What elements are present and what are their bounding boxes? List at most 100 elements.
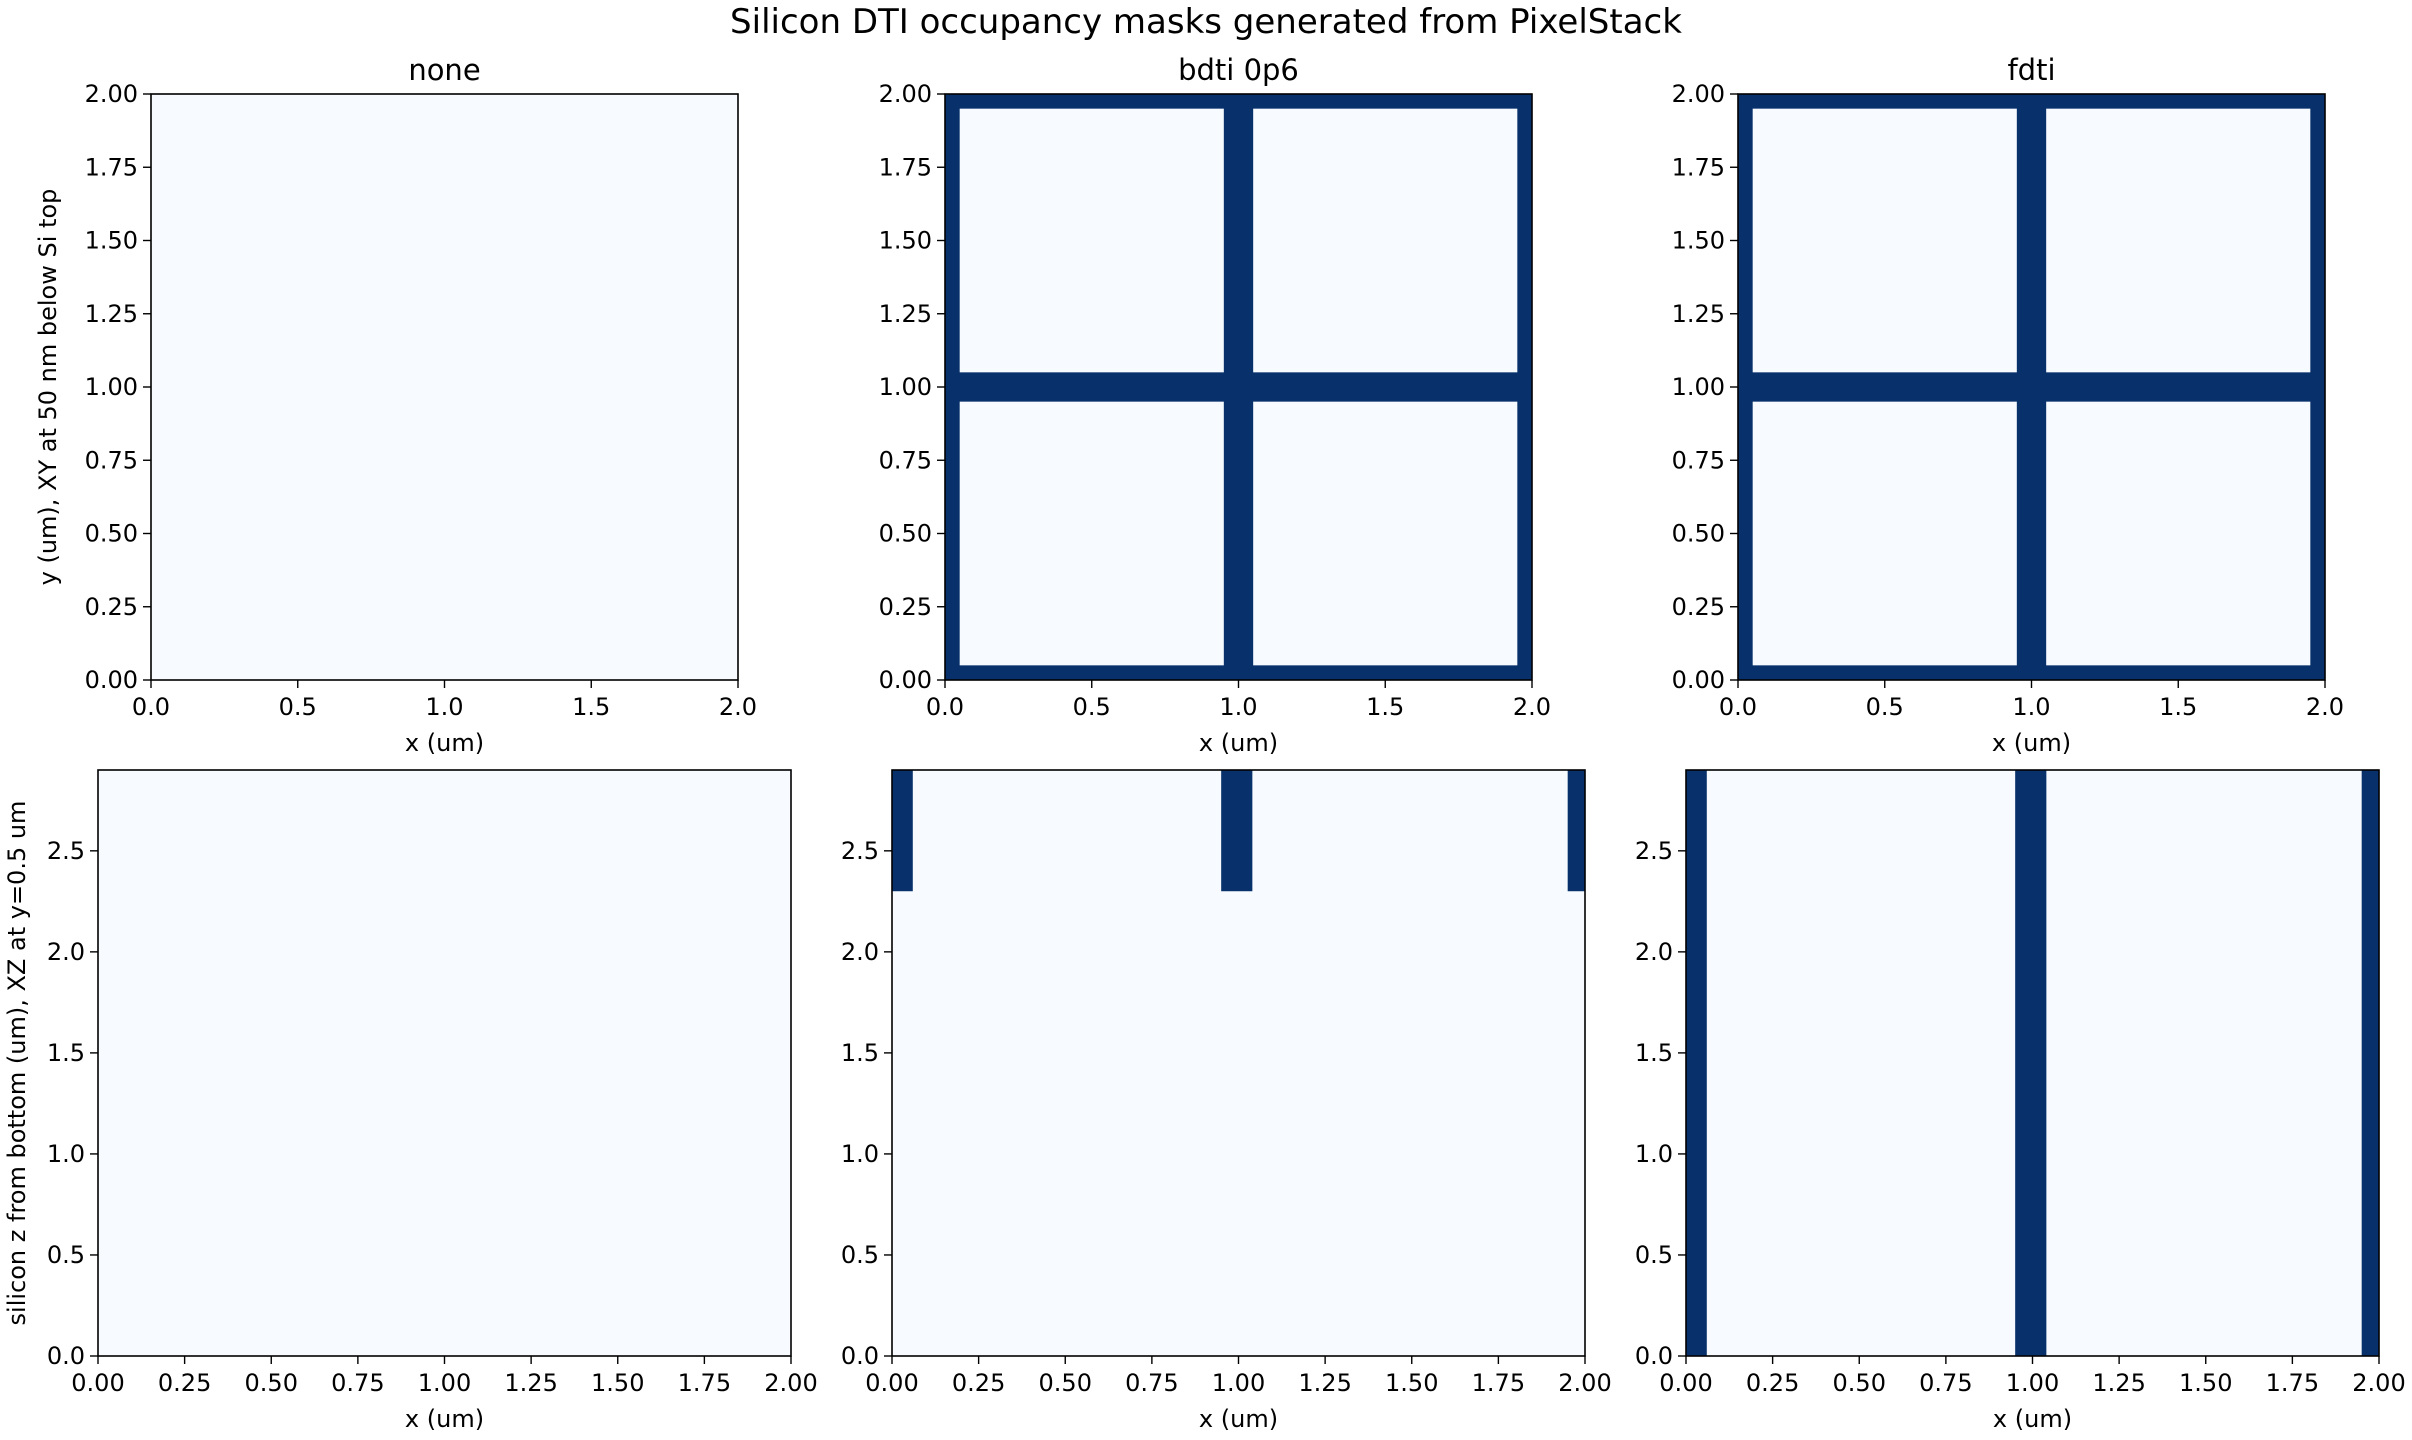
dti-region (945, 665, 1532, 680)
panel-2: 0.0 0.5 1.0 1.5 2.0 0.00 0.25 0.50 0.75 1.00 1.25 1… (879, 53, 1552, 757)
panel-title: bdti 0p6 (1178, 53, 1299, 87)
y-tick-label: 1.75 (879, 153, 932, 181)
y-tick-label: 2.0 (841, 938, 879, 966)
panel-3: 0.0 0.5 1.0 1.5 2.0 0.00 0.25 0.50 0.75 1.00 1.25 1… (1672, 53, 2345, 757)
x-tick-label: 0.75 (1125, 1369, 1178, 1397)
y-tick-label: 0.5 (1635, 1241, 1673, 1269)
y-tick-label: 1.0 (841, 1140, 879, 1168)
figure-title: Silicon DTI occupancy masks generated fr… (730, 2, 1682, 42)
dti-region (945, 372, 1532, 402)
dti-region (1738, 665, 2325, 680)
dti-region (1686, 770, 1707, 1356)
y-tick-label: 1.50 (879, 227, 932, 255)
y-tick-label: 1.25 (85, 300, 138, 328)
y-tick-label: 0.00 (879, 666, 932, 694)
y-tick-label: 1.5 (1635, 1039, 1673, 1067)
x-tick-label: 0.75 (1919, 1369, 1972, 1397)
y-tick-label: 0.0 (1635, 1342, 1673, 1370)
x-tick-label: 0.5 (1866, 693, 1904, 721)
y-tick-label: 0.5 (841, 1241, 879, 1269)
y-tick-label: 1.00 (879, 373, 932, 401)
y-tick-label: 0.25 (85, 593, 138, 621)
x-tick-label: 2.0 (1513, 693, 1551, 721)
y-tick-label: 0.25 (879, 593, 932, 621)
x-tick-label: 1.5 (1366, 693, 1404, 721)
y-tick-label: 1.5 (47, 1039, 85, 1067)
y-tick-label: 1.0 (1635, 1140, 1673, 1168)
y-tick-label: 0.00 (1672, 666, 1725, 694)
x-tick-label: 1.00 (1212, 1369, 1265, 1397)
x-tick-label: 0.25 (158, 1369, 211, 1397)
x-tick-label: 1.0 (425, 693, 463, 721)
x-tick-label: 1.0 (2012, 693, 2050, 721)
y-tick-label: 0.0 (841, 1342, 879, 1370)
x-tick-label: 2.00 (764, 1369, 817, 1397)
x-tick-label: 1.50 (1385, 1369, 1438, 1397)
x-axis-label: x (um) (405, 1405, 484, 1433)
panel-title: fdti (2007, 53, 2055, 87)
panel-4: 0.00 0.25 0.50 0.75 1.00 1.25 1.50 1.75 2.00 0.0 0… (3, 769, 818, 1433)
y-tick-label: 2.00 (85, 80, 138, 108)
x-tick-label: 1.00 (2006, 1369, 2059, 1397)
y-tick-label: 0.25 (1672, 593, 1725, 621)
y-axis-label: y (um), XY at 50 nm below Si top (34, 189, 62, 586)
x-tick-label: 0.5 (279, 693, 317, 721)
x-tick-label: 2.0 (719, 693, 757, 721)
x-tick-label: 0.50 (1039, 1369, 1092, 1397)
y-tick-label: 1.25 (879, 300, 932, 328)
x-tick-label: 0.00 (1659, 1369, 1712, 1397)
dti-region (945, 94, 1532, 109)
y-tick-label: 0.75 (85, 446, 138, 474)
x-tick-label: 1.75 (678, 1369, 731, 1397)
y-tick-label: 0.00 (85, 666, 138, 694)
x-tick-label: 1.5 (572, 693, 610, 721)
x-tick-label: 0.25 (1746, 1369, 1799, 1397)
x-axis-label: x (um) (405, 729, 484, 757)
y-tick-label: 0.5 (47, 1241, 85, 1269)
panel-6: 0.00 0.25 0.50 0.75 1.00 1.25 1.50 1.75 2.00 0.0 0… (1635, 769, 2406, 1433)
x-tick-label: 1.25 (2092, 1369, 2145, 1397)
plot-area (151, 94, 738, 680)
y-tick-label: 0.50 (85, 520, 138, 548)
y-tick-label: 2.0 (1635, 938, 1673, 966)
y-tick-label: 1.5 (841, 1039, 879, 1067)
y-tick-label: 2.5 (1635, 837, 1673, 865)
x-tick-label: 0.50 (245, 1369, 298, 1397)
y-tick-label: 2.5 (47, 837, 85, 865)
x-tick-label: 0.0 (926, 693, 964, 721)
dti-region (892, 770, 913, 892)
y-tick-label: 2.0 (47, 938, 85, 966)
x-tick-label: 1.0 (1219, 693, 1257, 721)
x-tick-label: 2.00 (1558, 1369, 1611, 1397)
dti-region (2361, 770, 2379, 1356)
x-axis-label: x (um) (1199, 729, 1278, 757)
x-tick-label: 1.75 (2266, 1369, 2319, 1397)
y-tick-label: 2.5 (841, 837, 879, 865)
dti-region (1567, 770, 1585, 892)
dti-region (1738, 372, 2325, 402)
x-tick-label: 1.75 (1472, 1369, 1525, 1397)
y-tick-label: 0.75 (1672, 446, 1725, 474)
x-tick-label: 0.25 (952, 1369, 1005, 1397)
x-axis-label: x (um) (1993, 1405, 2072, 1433)
y-tick-label: 0.75 (879, 446, 932, 474)
y-tick-label: 1.0 (47, 1140, 85, 1168)
y-tick-label: 1.25 (1672, 300, 1725, 328)
dti-region (1221, 770, 1253, 892)
x-tick-label: 0.00 (71, 1369, 124, 1397)
x-tick-label: 1.25 (504, 1369, 557, 1397)
panel-1: 0.0 0.5 1.0 1.5 2.0 0.00 0.25 0.50 0.75 1.00 1.25 1… (34, 53, 757, 757)
y-tick-label: 1.00 (85, 373, 138, 401)
y-tick-label: 1.50 (85, 227, 138, 255)
x-tick-label: 0.50 (1833, 1369, 1886, 1397)
y-tick-label: 1.75 (1672, 153, 1725, 181)
panel-title: none (408, 53, 480, 87)
y-tick-label: 1.75 (85, 153, 138, 181)
x-tick-label: 1.50 (591, 1369, 644, 1397)
x-tick-label: 0.0 (1719, 693, 1757, 721)
x-tick-label: 0.0 (132, 693, 170, 721)
y-tick-label: 1.00 (1672, 373, 1725, 401)
panel-5: 0.00 0.25 0.50 0.75 1.00 1.25 1.50 1.75 2.00 0.0 0… (841, 769, 1612, 1433)
dti-region (2015, 770, 2047, 1356)
x-tick-label: 0.5 (1073, 693, 1111, 721)
